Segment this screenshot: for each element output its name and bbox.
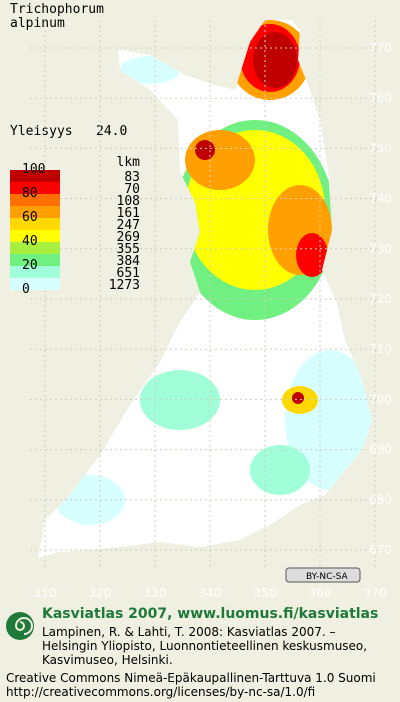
y-tick-label: 680 <box>369 493 392 507</box>
legend-swatch <box>10 170 60 182</box>
citation: Helsingin Yliopisto, Luonnontieteellinen… <box>42 639 367 653</box>
cc-badge-text: BY-NC-SA <box>306 572 349 582</box>
legend-swatch <box>10 278 60 290</box>
legend-swatch <box>10 254 60 266</box>
legend-swatch <box>10 182 60 194</box>
x-tick-label: 370 <box>364 586 387 600</box>
legend-count: 108 <box>117 194 140 209</box>
license: http://creativecommons.org/licenses/by-n… <box>6 685 315 699</box>
legend-swatch <box>10 206 60 218</box>
citation: Lampinen, R. & Lahti, T. 2008: Kasviatla… <box>42 625 336 639</box>
legend-scale-label: 0 <box>22 282 30 297</box>
citation: Kasvimuseo, Helsinki. <box>42 653 173 667</box>
x-tick-label: 350 <box>254 586 277 600</box>
legend-scale-label: 60 <box>22 210 38 225</box>
y-tick-label: 670 <box>369 543 392 557</box>
legend-count: 247 <box>117 218 140 233</box>
cc-badge <box>285 567 361 583</box>
legend-count: 269 <box>117 230 140 245</box>
legend-scale-label: 20 <box>22 258 38 273</box>
x-tick-label: 320 <box>89 586 112 600</box>
legend-count: 651 <box>117 266 140 281</box>
legend-swatch <box>10 230 60 242</box>
legend-count: 161 <box>117 206 140 221</box>
legend-count: 1273 <box>109 278 140 293</box>
y-tick-label: 740 <box>369 192 392 206</box>
x-tick-label: 310 <box>34 586 57 600</box>
frequency-label: Yleisyys <box>10 124 73 139</box>
x-tick-label: 340 <box>199 586 222 600</box>
legend-scale-label: 80 <box>22 186 38 201</box>
y-tick-label: 750 <box>369 141 392 155</box>
y-tick-label: 730 <box>369 242 392 256</box>
y-tick-label: 770 <box>369 41 392 55</box>
logo <box>6 612 34 640</box>
site: Kasviatlas 2007, www.luomus.fi/kasviatla… <box>42 606 378 622</box>
legend-swatch <box>10 218 60 230</box>
legend-count: 70 <box>124 182 140 197</box>
y-tick-label: 760 <box>369 91 392 105</box>
legend-count: 83 <box>124 170 140 185</box>
legend-count: 384 <box>117 254 141 269</box>
y-tick-label: 700 <box>369 392 392 406</box>
y-tick-label: 720 <box>369 292 392 306</box>
count-header: lkm <box>117 155 141 170</box>
title: alpinum <box>10 16 65 31</box>
legend-scale-label: 100 <box>22 162 45 177</box>
frequency-value: 24.0 <box>96 124 127 139</box>
y-tick-label: 690 <box>369 443 392 457</box>
legend-scale-label: 40 <box>22 234 38 249</box>
legend-swatch <box>10 242 60 254</box>
legend-swatch <box>10 194 60 206</box>
x-tick-label: 360 <box>309 586 332 600</box>
x-tick-label: 330 <box>144 586 167 600</box>
title: Trichophorum <box>10 2 104 17</box>
legend-count: 355 <box>117 242 140 257</box>
license: Creative Commons Nimeä-Epäkaupallinen-Ta… <box>6 671 376 685</box>
legend-swatch <box>10 266 60 278</box>
y-tick-label: 710 <box>369 342 392 356</box>
